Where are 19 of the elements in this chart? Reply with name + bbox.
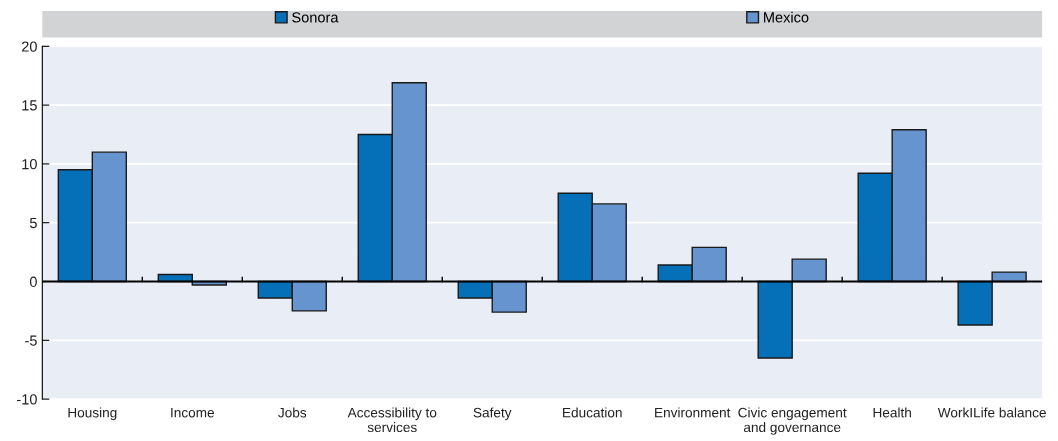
y-tick-label: 5 bbox=[29, 217, 37, 229]
x-tick-label: Accessibility to services bbox=[347, 407, 437, 433]
x-tick-label: Health bbox=[873, 407, 911, 418]
y-tick-label: -5 bbox=[25, 335, 37, 346]
x-tick-label: Environment bbox=[655, 407, 731, 418]
y-tick-label: 15 bbox=[22, 100, 37, 111]
x-tick-label: Safety bbox=[473, 407, 512, 421]
x-tick-label: WorkILife balance bbox=[937, 407, 1046, 418]
legend-label: Mexico bbox=[764, 11, 809, 23]
legend-label: Sonora bbox=[292, 12, 339, 23]
y-tick-label: 10 bbox=[22, 159, 37, 170]
y-tick-label: 20 bbox=[21, 41, 37, 52]
x-tick-label: Jobs bbox=[278, 407, 307, 418]
x-tick-label: Housing bbox=[68, 407, 117, 421]
x-tick-label: Income bbox=[171, 407, 215, 418]
y-tick-label: 0 bbox=[29, 276, 37, 287]
x-tick-label: Education bbox=[563, 407, 622, 418]
x-tick-label: Civic engagement and governance bbox=[738, 407, 847, 435]
y-tick-label: -10 bbox=[17, 394, 37, 405]
